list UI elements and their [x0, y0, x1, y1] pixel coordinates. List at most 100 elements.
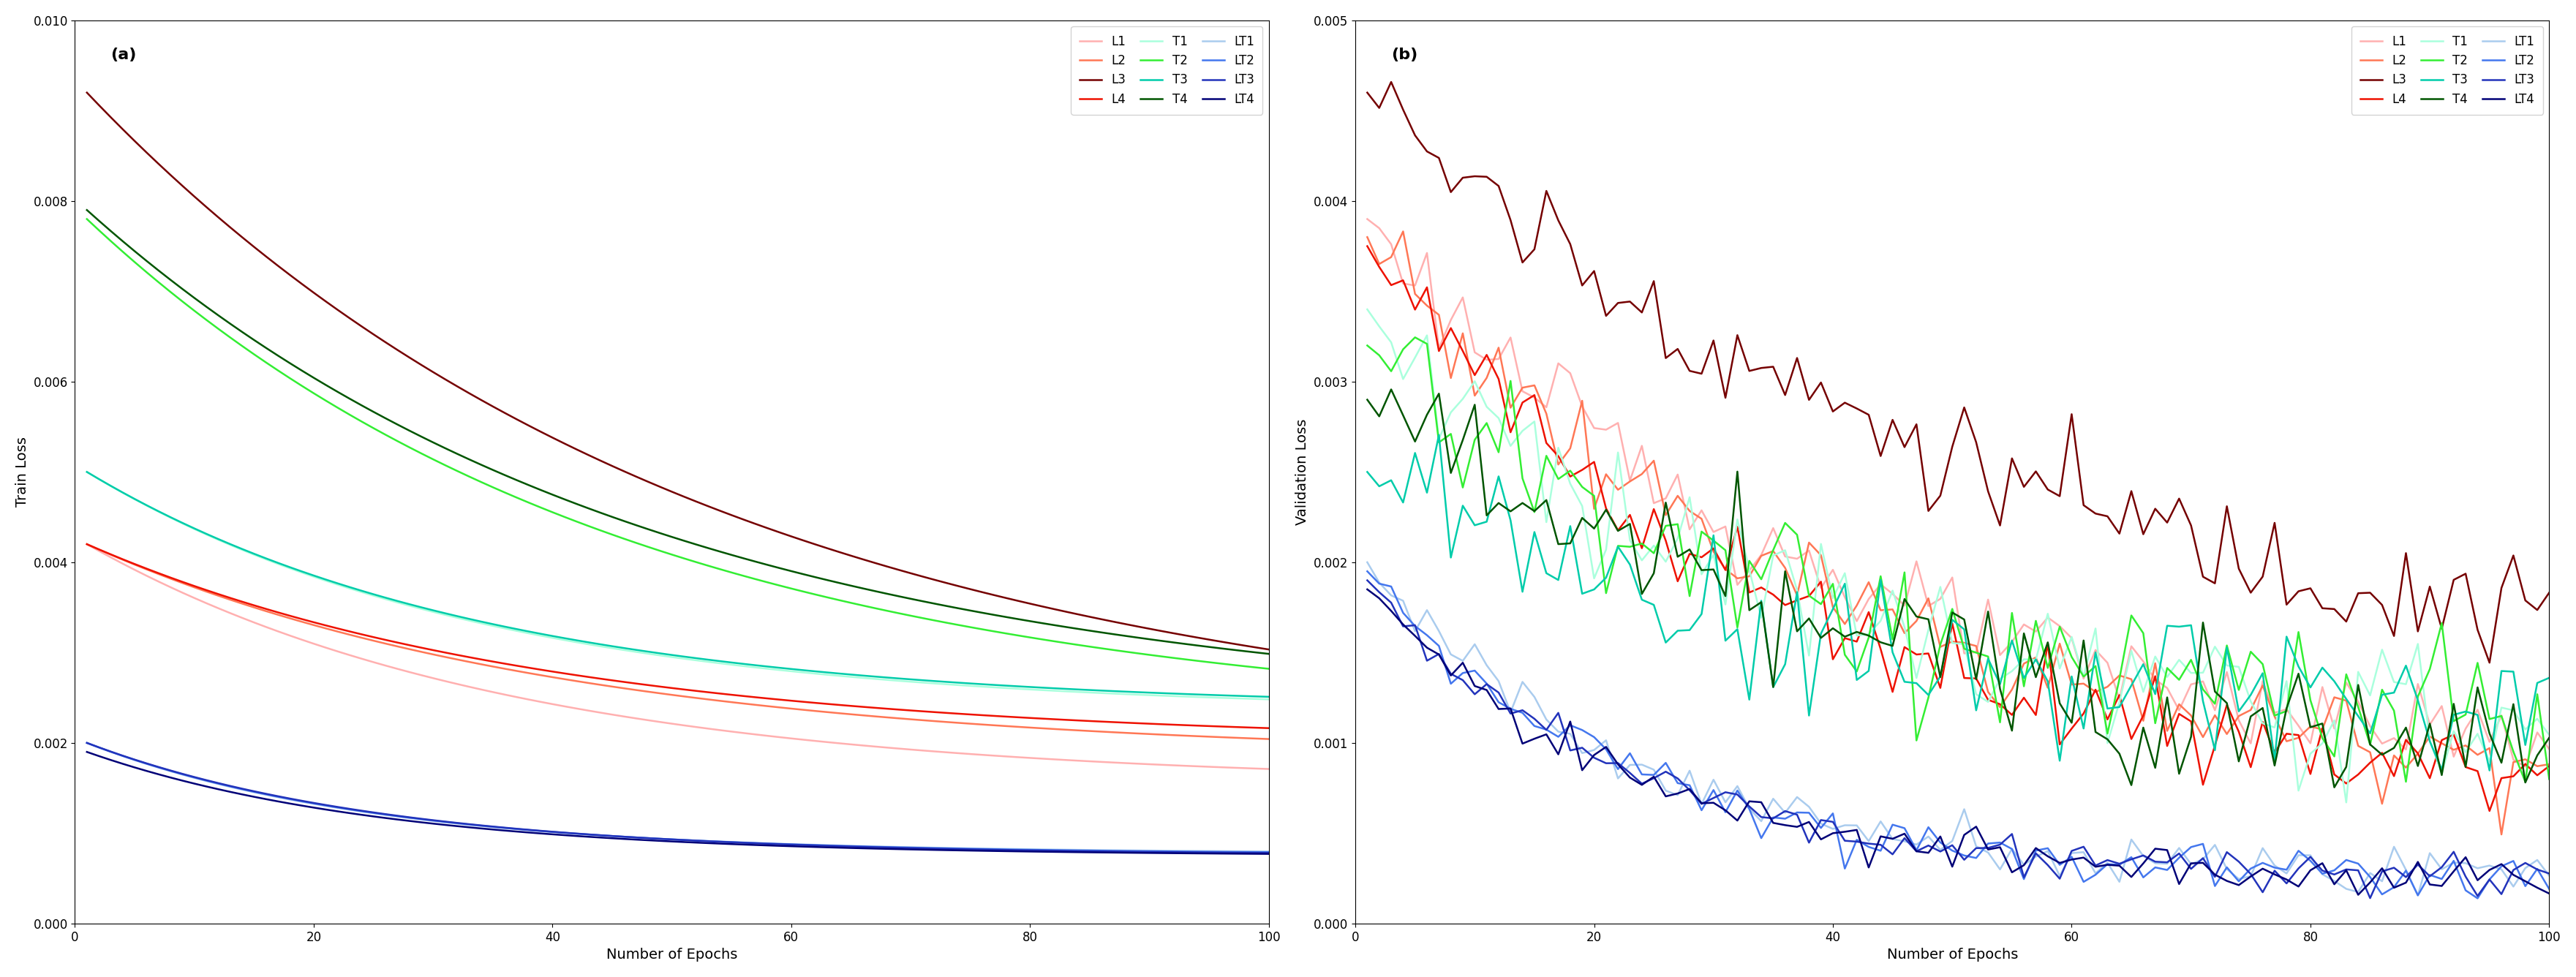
L2 — [1388, 226, 1419, 237]
T4 — [1352, 394, 1383, 405]
L3 — [2473, 657, 2504, 668]
T3 — [1589, 572, 1620, 583]
L2 — [2535, 758, 2566, 770]
T4 — [2463, 682, 2494, 694]
L2 — [345, 632, 376, 644]
L1 — [1255, 763, 1285, 775]
T2 — [775, 582, 806, 594]
Line: L2: L2 — [1368, 232, 2550, 834]
T1 — [1960, 689, 1991, 701]
L3 — [1157, 627, 1188, 639]
LT2 — [345, 805, 376, 817]
Line: L4: L4 — [88, 544, 1270, 728]
Line: LT3: LT3 — [88, 743, 1270, 853]
LT1 — [1579, 744, 1610, 756]
L1 — [345, 653, 376, 664]
T1 — [1352, 304, 1383, 316]
L4 — [2439, 729, 2470, 741]
L1 — [1352, 213, 1383, 225]
LT3 — [2486, 888, 2517, 900]
T3 — [1425, 429, 1455, 441]
Line: LT1: LT1 — [1368, 562, 2550, 895]
T3 — [1193, 689, 1224, 701]
Line: T4: T4 — [88, 210, 1270, 654]
L2 — [680, 692, 711, 703]
T4 — [72, 204, 103, 216]
Line: LT4: LT4 — [88, 752, 1270, 854]
Line: L1: L1 — [88, 544, 1270, 769]
LT1 — [2056, 847, 2087, 859]
T3 — [1352, 466, 1383, 478]
LT3 — [680, 834, 711, 846]
L1 — [2439, 750, 2470, 762]
T2 — [1589, 587, 1620, 599]
LT2 — [1352, 566, 1383, 577]
T3 — [2499, 665, 2530, 677]
T4 — [775, 566, 806, 577]
L1 — [2473, 736, 2504, 747]
L4 — [1193, 720, 1224, 732]
L4 — [1625, 542, 1656, 554]
T4 — [680, 538, 711, 550]
L3 — [72, 87, 103, 99]
LT2 — [2056, 851, 2087, 863]
LT3 — [1255, 847, 1285, 859]
LT1 — [775, 838, 806, 850]
L2 — [1589, 468, 1620, 480]
T2 — [680, 556, 711, 568]
LT3 — [2450, 871, 2481, 882]
L2 — [72, 538, 103, 550]
L2 — [2450, 740, 2481, 751]
T2 — [1255, 663, 1285, 675]
L1 — [2056, 632, 2087, 644]
L2 — [1638, 455, 1669, 467]
T4 — [2069, 635, 2099, 647]
LT3 — [1193, 846, 1224, 858]
T4 — [1973, 606, 2004, 617]
L4 — [1579, 456, 1610, 468]
L1 — [2535, 743, 2566, 755]
T1 — [2486, 701, 2517, 713]
Line: LT4: LT4 — [1368, 589, 2550, 895]
L1 — [1193, 761, 1224, 773]
Y-axis label: Train Loss: Train Loss — [15, 437, 28, 507]
LT2 — [1193, 846, 1224, 858]
LT2 — [72, 737, 103, 748]
L4 — [1352, 240, 1383, 252]
L1 — [1157, 759, 1188, 771]
LT2 — [775, 838, 806, 850]
T3 — [299, 570, 330, 581]
L3 — [1589, 310, 1620, 321]
LT1 — [1352, 556, 1383, 568]
LT2 — [680, 834, 711, 846]
L3 — [2499, 550, 2530, 562]
LT3 — [2535, 868, 2566, 879]
T1 — [1625, 555, 1656, 567]
L3 — [2069, 499, 2099, 511]
LT4 — [2486, 858, 2517, 870]
L2 — [1352, 232, 1383, 243]
T2 — [2486, 710, 2517, 722]
LT1 — [72, 737, 103, 748]
Line: LT3: LT3 — [1368, 580, 2550, 898]
L4 — [775, 695, 806, 706]
L4 — [2473, 805, 2504, 817]
Line: L1: L1 — [1368, 219, 2550, 767]
T4 — [345, 400, 376, 411]
L3 — [680, 495, 711, 507]
L3 — [775, 531, 806, 542]
LT3 — [1352, 574, 1383, 586]
LT3 — [775, 838, 806, 850]
L4 — [1255, 722, 1285, 734]
T1 — [72, 466, 103, 478]
L1 — [1625, 440, 1656, 451]
LT1 — [1255, 845, 1285, 857]
Line: T1: T1 — [88, 472, 1270, 700]
LT3 — [1157, 846, 1188, 858]
LT4 — [2056, 854, 2087, 866]
T3 — [1973, 653, 2004, 664]
T3 — [72, 466, 103, 478]
T4 — [2499, 699, 2530, 710]
L1 — [1960, 647, 1991, 658]
T4 — [1193, 641, 1224, 653]
